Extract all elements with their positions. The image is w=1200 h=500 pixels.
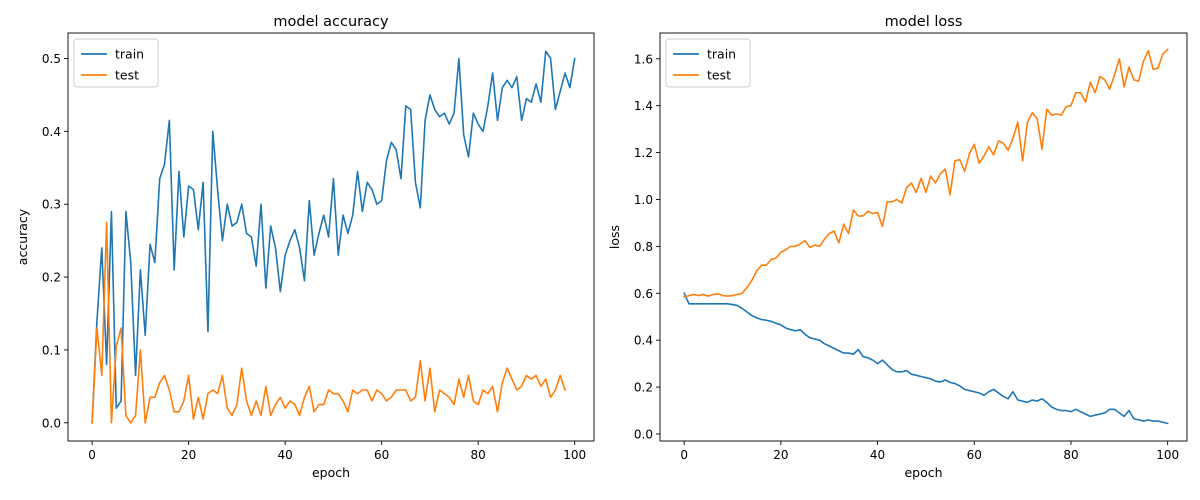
chart-title: model loss xyxy=(885,14,963,30)
x-tick-label: 60 xyxy=(374,448,389,462)
legend-label-test: test xyxy=(707,68,731,83)
y-tick-label: 0.0 xyxy=(634,427,653,441)
y-tick-label: 0.2 xyxy=(634,381,653,395)
series-line-train xyxy=(91,50,576,424)
y-axis-label: accuracy xyxy=(15,208,30,265)
plot-area xyxy=(660,33,1187,441)
series-line-test xyxy=(683,48,1169,298)
x-tick-label: 0 xyxy=(88,448,96,462)
axes-frame xyxy=(67,32,595,442)
x-tick-label: 20 xyxy=(181,448,196,462)
x-tick-label: 0 xyxy=(680,448,688,462)
x-tick-label: 100 xyxy=(563,448,586,462)
x-axis-label: epoch xyxy=(312,465,350,480)
y-tick-label: 1.0 xyxy=(634,193,653,207)
y-tick-label: 0.0 xyxy=(42,416,61,430)
chart-title: model accuracy xyxy=(273,14,389,30)
y-tick-label: 1.4 xyxy=(634,99,653,113)
legend: train test xyxy=(665,38,751,88)
y-tick-label: 0.4 xyxy=(634,334,653,348)
y-tick-label: 1.6 xyxy=(634,52,653,66)
axes-frame xyxy=(659,32,1188,442)
legend: train test xyxy=(73,38,159,88)
legend-label-train: train xyxy=(707,47,736,62)
y-tick-label: 0.8 xyxy=(634,240,653,254)
x-tick-label: 40 xyxy=(870,448,885,462)
series-line-test xyxy=(91,221,567,424)
y-axis-label: loss xyxy=(607,225,622,249)
x-tick-label: 60 xyxy=(967,448,982,462)
y-tick-label: 1.2 xyxy=(634,146,653,160)
x-tick-label: 80 xyxy=(1063,448,1078,462)
x-axis-label: epoch xyxy=(904,465,942,480)
series-line-train xyxy=(683,292,1169,425)
y-tick-label: 0.2 xyxy=(42,271,61,285)
y-tick-label: 0.1 xyxy=(42,343,61,357)
y-tick-label: 0.4 xyxy=(42,125,61,139)
x-tick-label: 20 xyxy=(773,448,788,462)
y-tick-label: 0.5 xyxy=(42,52,61,66)
legend-label-test: test xyxy=(115,68,139,83)
x-tick-label: 100 xyxy=(1156,448,1179,462)
plot-area xyxy=(68,33,594,441)
x-tick-label: 80 xyxy=(471,448,486,462)
chart-2: 0 20 40 60 80 100 0.0 0.2 0.4 0.6 0.8 1.0 1.2 1.4 1.6 m… xyxy=(607,14,1188,480)
chart-1: 0 20 40 60 80 100 0.0 0.1 0.2 0.3 0.4 0.5 model accu… xyxy=(15,14,595,480)
y-tick-label: 0.6 xyxy=(634,287,653,301)
x-tick-label: 40 xyxy=(278,448,293,462)
legend-label-train: train xyxy=(115,47,144,62)
y-tick-label: 0.3 xyxy=(42,198,61,212)
